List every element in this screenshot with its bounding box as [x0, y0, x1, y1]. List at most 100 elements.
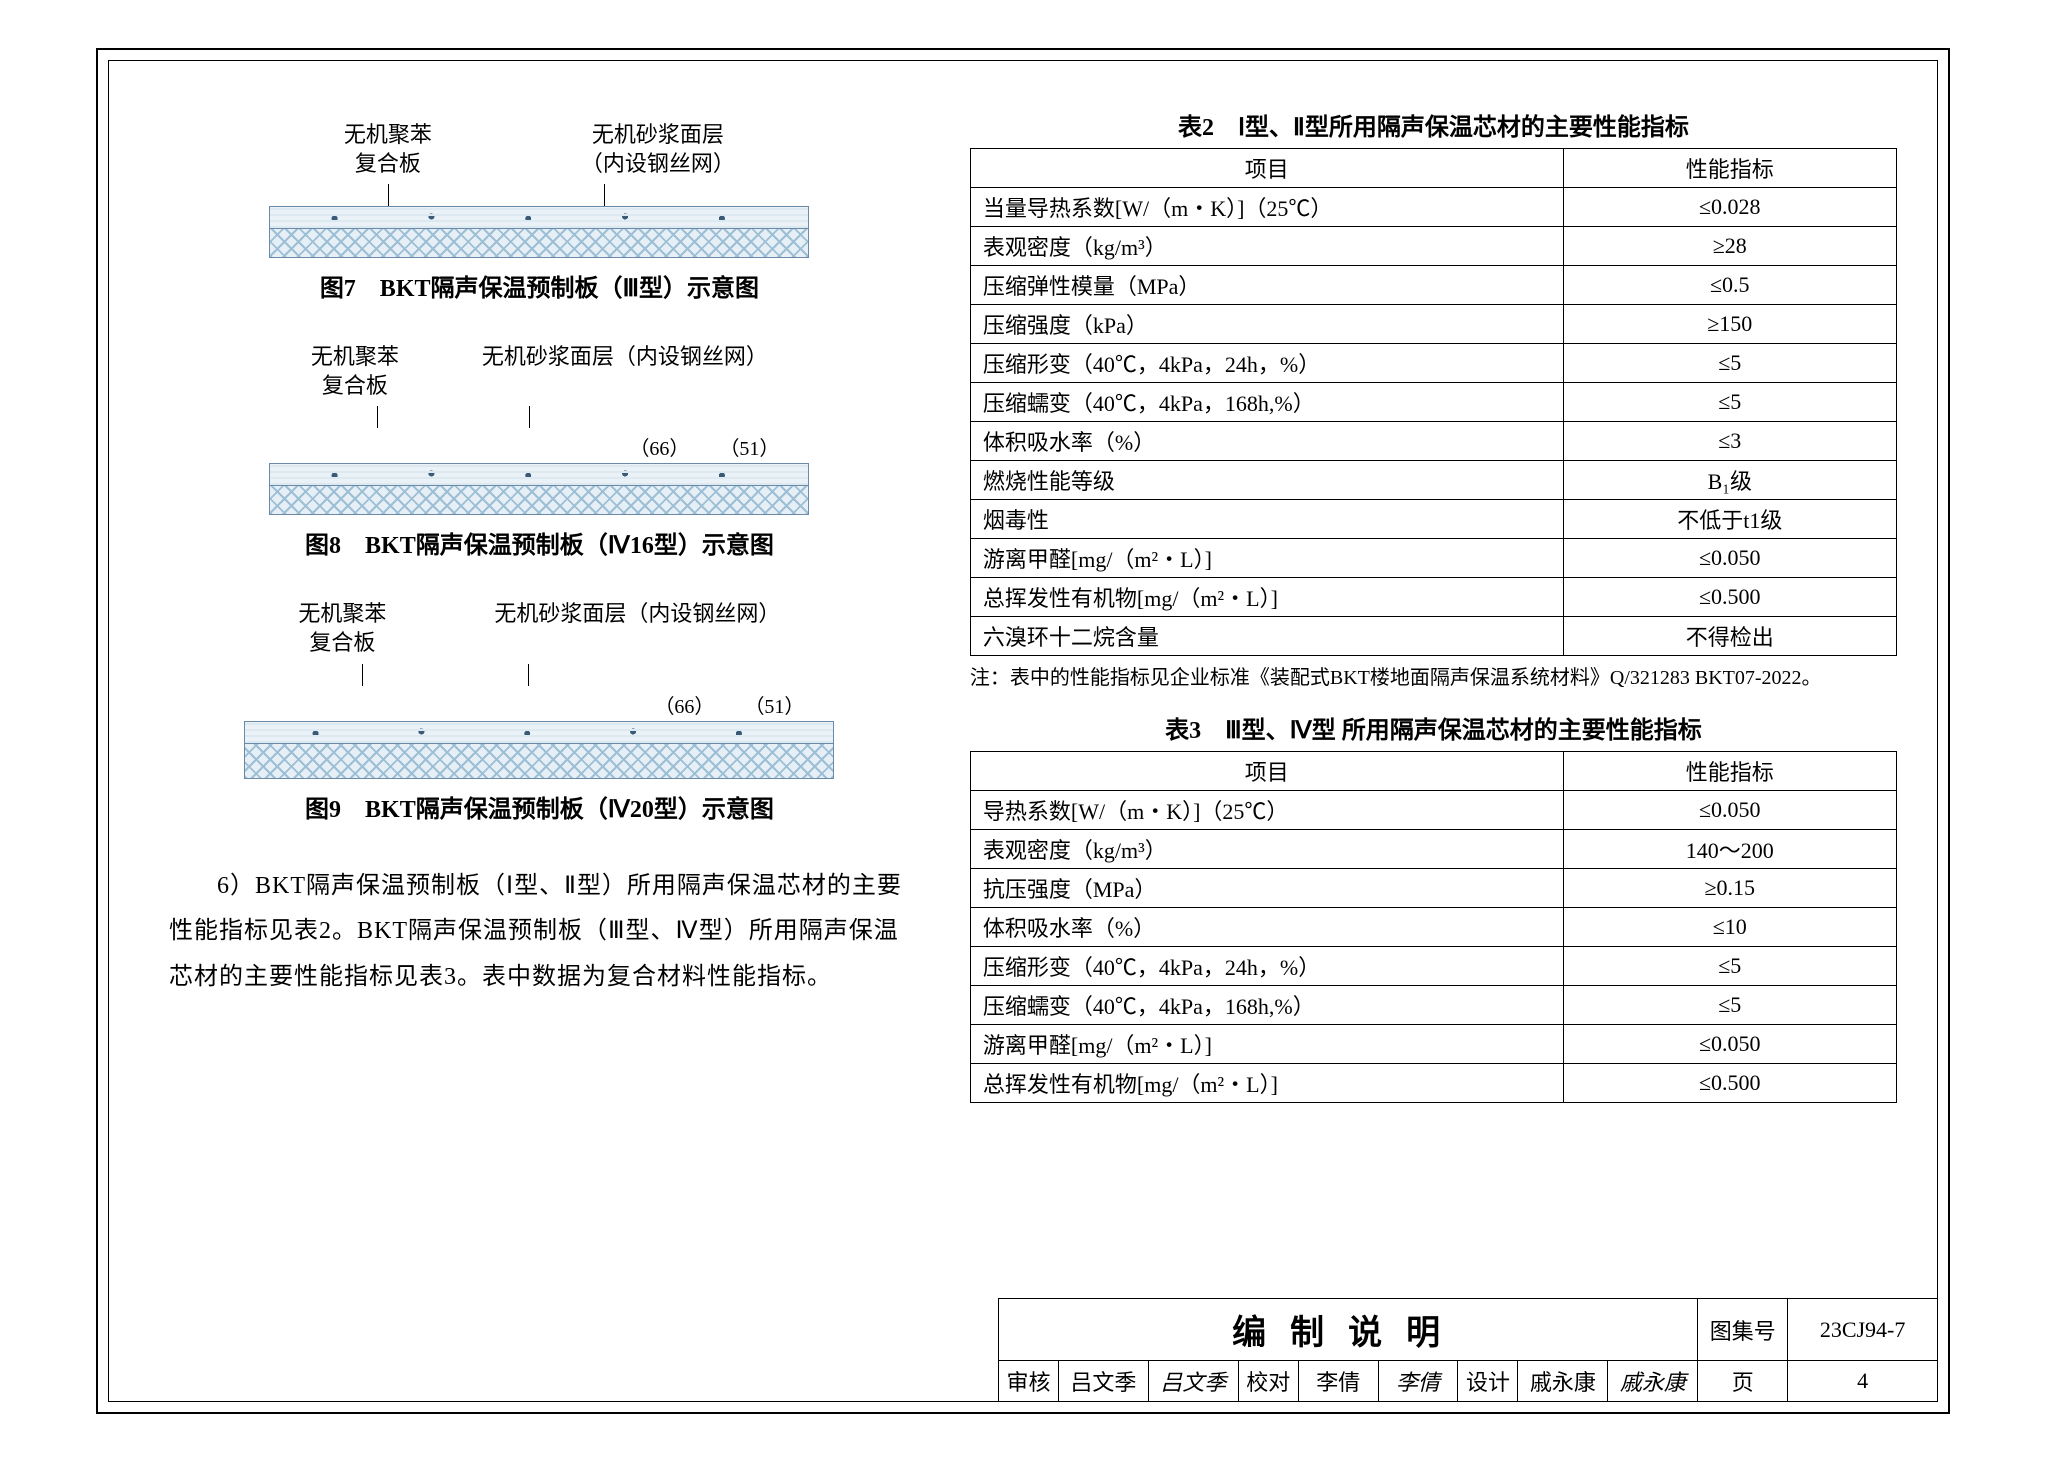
table-cell-item: 游离甲醛[mg/（m²・L）]	[970, 1025, 1563, 1064]
table-cell-value: ≤5	[1563, 986, 1896, 1025]
table-row: 压缩蠕变（40℃，4kPa，168h,%）≤5	[970, 986, 1896, 1025]
table-cell-item: 导热系数[W/（m・K）]（25℃）	[970, 791, 1563, 830]
table-cell-item: 燃烧性能等级	[970, 461, 1563, 500]
mortar-layer	[270, 207, 808, 229]
table-cell-value: ≤5	[1563, 383, 1896, 422]
table-cell-value: ≤10	[1563, 908, 1896, 947]
table3-header-value: 性能指标	[1563, 752, 1896, 791]
table-cell-item: 抗压强度（MPa）	[970, 869, 1563, 908]
table-row: 总挥发性有机物[mg/（m²・L）]≤0.500	[970, 578, 1896, 617]
table-cell-item: 烟毒性	[970, 500, 1563, 539]
table-3: 项目 性能指标 导热系数[W/（m・K）]（25℃）≤0.050表观密度（kg/…	[970, 751, 1897, 1103]
designer-name: 戚永康	[1518, 1361, 1608, 1402]
table-cell-item: 压缩蠕变（40℃，4kPa，168h,%）	[970, 383, 1563, 422]
table-cell-item: 压缩形变（40℃，4kPa，24h，%）	[970, 344, 1563, 383]
table-cell-value: 不低于t1级	[1563, 500, 1896, 539]
table-cell-item: 压缩弹性模量（MPa）	[970, 266, 1563, 305]
review-label: 审核	[999, 1361, 1059, 1402]
table-row: 抗压强度（MPa）≥0.15	[970, 869, 1896, 908]
fig7-caption: 图7 BKT隔声保温预制板（Ⅲ型）示意图	[169, 268, 910, 303]
table-cell-value: ≤5	[1563, 344, 1896, 383]
fig7-cross-section	[269, 206, 809, 258]
table-cell-value: 140～200	[1563, 830, 1896, 869]
table-cell-value: ≤0.5	[1563, 266, 1896, 305]
table-row: 压缩形变（40℃，4kPa，24h，%）≤5	[970, 344, 1896, 383]
figure-9: 无机聚苯 复合板 无机砂浆面层（内设钢丝网） （66） （51）	[244, 600, 834, 778]
designer-signature: 戚永康	[1608, 1361, 1698, 1402]
title-block: 编制说明 图集号 23CJ94-7 审核 吕文季 吕文季 校对 李倩 李倩 设计…	[998, 1298, 1938, 1402]
fig8-cross-section	[269, 463, 809, 515]
fig8-label-right: 无机砂浆面层（内设钢丝网）	[482, 343, 768, 400]
table-cell-value: ≤0.028	[1563, 188, 1896, 227]
table-cell-value: ≤0.500	[1563, 578, 1896, 617]
table-cell-item: 六溴环十二烷含量	[970, 617, 1563, 656]
fig9-label-right: 无机砂浆面层（内设钢丝网）	[494, 600, 780, 657]
table2-caption: 表2 Ⅰ型、Ⅱ型所用隔声保温芯材的主要性能指标	[970, 107, 1897, 142]
right-column: 表2 Ⅰ型、Ⅱ型所用隔声保温芯材的主要性能指标 项目 性能指标 当量导热系数[W…	[950, 61, 1937, 1401]
table-cell-value: ≥28	[1563, 227, 1896, 266]
page-number: 4	[1788, 1361, 1938, 1402]
table-row: 压缩强度（kPa）≥150	[970, 305, 1896, 344]
fig8-dim2: （51）	[719, 432, 779, 461]
figure-8: 无机聚苯 复合板 无机砂浆面层（内设钢丝网） （66） （51）	[269, 343, 809, 515]
mortar-layer	[270, 464, 808, 486]
table-row: 体积吸水率（%）≤3	[970, 422, 1896, 461]
table-cell-value: ≤5	[1563, 947, 1896, 986]
table-row: 六溴环十二烷含量不得检出	[970, 617, 1896, 656]
fig7-label-left: 无机聚苯 复合板	[344, 121, 432, 178]
table-row: 游离甲醛[mg/（m²・L）]≤0.050	[970, 539, 1896, 578]
table-row: 导热系数[W/（m・K）]（25℃）≤0.050	[970, 791, 1896, 830]
table-cell-item: 表观密度（kg/m³）	[970, 227, 1563, 266]
fig9-dim2: （51）	[744, 690, 804, 719]
fig9-dim1: （66）	[654, 690, 714, 719]
fig8-caption: 图8 BKT隔声保温预制板（Ⅳ16型）示意图	[169, 525, 910, 560]
table-cell-value: B₁级	[1563, 461, 1896, 500]
page-label: 页	[1698, 1361, 1788, 1402]
table-row: 压缩弹性模量（MPa）≤0.5	[970, 266, 1896, 305]
checker-signature: 李倩	[1378, 1361, 1458, 1402]
table-row: 表观密度（kg/m³）140～200	[970, 830, 1896, 869]
table-row: 体积吸水率（%）≤10	[970, 908, 1896, 947]
table-row: 烟毒性不低于t1级	[970, 500, 1896, 539]
composite-board-layer	[270, 229, 808, 257]
table-cell-item: 总挥发性有机物[mg/（m²・L）]	[970, 578, 1563, 617]
composite-board-layer	[270, 486, 808, 514]
table-cell-value: ≤3	[1563, 422, 1896, 461]
reviewer-signature: 吕文季	[1148, 1361, 1238, 1402]
table-row: 游离甲醛[mg/（m²・L）]≤0.050	[970, 1025, 1896, 1064]
table-cell-value: ≤0.050	[1563, 1025, 1896, 1064]
table-cell-value: ≤0.050	[1563, 539, 1896, 578]
titleblock-title: 编制说明	[999, 1299, 1698, 1361]
table-cell-item: 表观密度（kg/m³）	[970, 830, 1563, 869]
figure-7: 无机聚苯 复合板 无机砂浆面层 （内设钢丝网）	[269, 121, 809, 258]
atlas-no: 23CJ94-7	[1788, 1299, 1938, 1361]
table2-header-item: 项目	[970, 149, 1563, 188]
fig9-caption: 图9 BKT隔声保温预制板（Ⅳ20型）示意图	[169, 789, 910, 824]
table-cell-item: 体积吸水率（%）	[970, 422, 1563, 461]
page-outer-frame: 无机聚苯 复合板 无机砂浆面层 （内设钢丝网） 图7 BKT隔声保温预制板（Ⅲ型…	[96, 48, 1950, 1414]
left-column: 无机聚苯 复合板 无机砂浆面层 （内设钢丝网） 图7 BKT隔声保温预制板（Ⅲ型…	[109, 61, 950, 1401]
table-row: 燃烧性能等级B₁级	[970, 461, 1896, 500]
table-cell-value: 不得检出	[1563, 617, 1896, 656]
table-row: 表观密度（kg/m³）≥28	[970, 227, 1896, 266]
content-area: 无机聚苯 复合板 无机砂浆面层 （内设钢丝网） 图7 BKT隔声保温预制板（Ⅲ型…	[109, 61, 1937, 1401]
checker-name: 李倩	[1298, 1361, 1378, 1402]
design-label: 设计	[1458, 1361, 1518, 1402]
fig9-cross-section	[244, 721, 834, 779]
fig7-label-right: 无机砂浆面层 （内设钢丝网）	[581, 121, 735, 178]
table-cell-value: ≥0.15	[1563, 869, 1896, 908]
table-row: 压缩蠕变（40℃，4kPa，168h,%）≤5	[970, 383, 1896, 422]
table-cell-item: 压缩蠕变（40℃，4kPa，168h,%）	[970, 986, 1563, 1025]
fig8-dim1: （66）	[629, 432, 689, 461]
table-cell-item: 压缩形变（40℃，4kPa，24h，%）	[970, 947, 1563, 986]
table3-caption: 表3 Ⅲ型、Ⅳ型 所用隔声保温芯材的主要性能指标	[970, 710, 1897, 745]
table2-note: 注：表中的性能指标见企业标准《装配式BKT楼地面隔声保温系统材料》Q/32128…	[970, 662, 1897, 694]
mortar-layer	[245, 722, 833, 744]
table-cell-item: 压缩强度（kPa）	[970, 305, 1563, 344]
composite-board-layer	[245, 744, 833, 778]
table-cell-item: 体积吸水率（%）	[970, 908, 1563, 947]
table-cell-value: ≥150	[1563, 305, 1896, 344]
fig8-label-left: 无机聚苯 复合板	[311, 343, 399, 400]
page-inner-frame: 无机聚苯 复合板 无机砂浆面层 （内设钢丝网） 图7 BKT隔声保温预制板（Ⅲ型…	[108, 60, 1938, 1402]
table-row: 当量导热系数[W/（m・K）]（25℃）≤0.028	[970, 188, 1896, 227]
